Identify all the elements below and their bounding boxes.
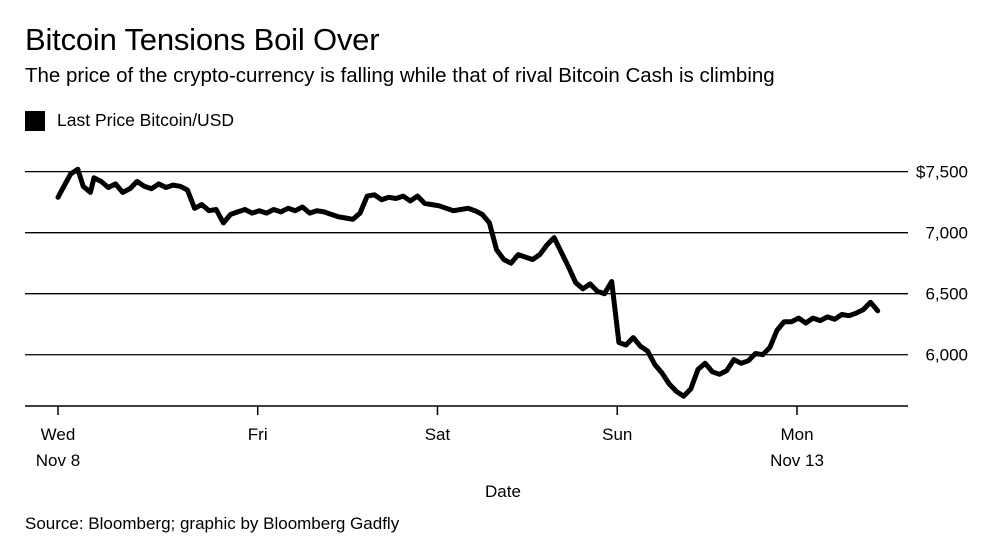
series-layer — [55, 166, 881, 399]
legend-swatch — [25, 110, 45, 131]
y-tick-label: $7,500 — [916, 163, 968, 182]
x-tick-label: Sun — [602, 425, 632, 444]
x-tick-label: Fri — [248, 425, 268, 444]
x-tick-sublabel: Nov 8 — [36, 451, 80, 470]
x-axis-labels: Wed Nov 8 Fri Sat Sun Mon Nov 13 — [36, 425, 824, 470]
gridlines — [25, 170, 908, 356]
x-tick-sublabel: Nov 13 — [770, 451, 824, 470]
x-tick-label: Wed — [41, 425, 76, 444]
x-tick-label: Sat — [425, 425, 451, 444]
legend-label: Last Price Bitcoin/USD — [57, 110, 235, 130]
x-axis-title: Date — [485, 482, 521, 501]
x-axis — [25, 405, 908, 415]
y-tick-label: 6,000 — [925, 346, 968, 365]
y-tick-label: 6,500 — [925, 285, 968, 304]
source-note: Source: Bloomberg; graphic by Bloomberg … — [25, 514, 400, 533]
legend: Last Price Bitcoin/USD — [25, 110, 234, 131]
chart-title: Bitcoin Tensions Boil Over — [25, 22, 380, 57]
series-line — [55, 166, 881, 399]
x-tick-label: Mon — [780, 425, 813, 444]
y-axis-labels: 6,000 6,500 7,000 $7,500 — [916, 163, 968, 365]
y-tick-label: 7,000 — [925, 224, 968, 243]
chart-subtitle: The price of the crypto-currency is fall… — [25, 64, 775, 87]
